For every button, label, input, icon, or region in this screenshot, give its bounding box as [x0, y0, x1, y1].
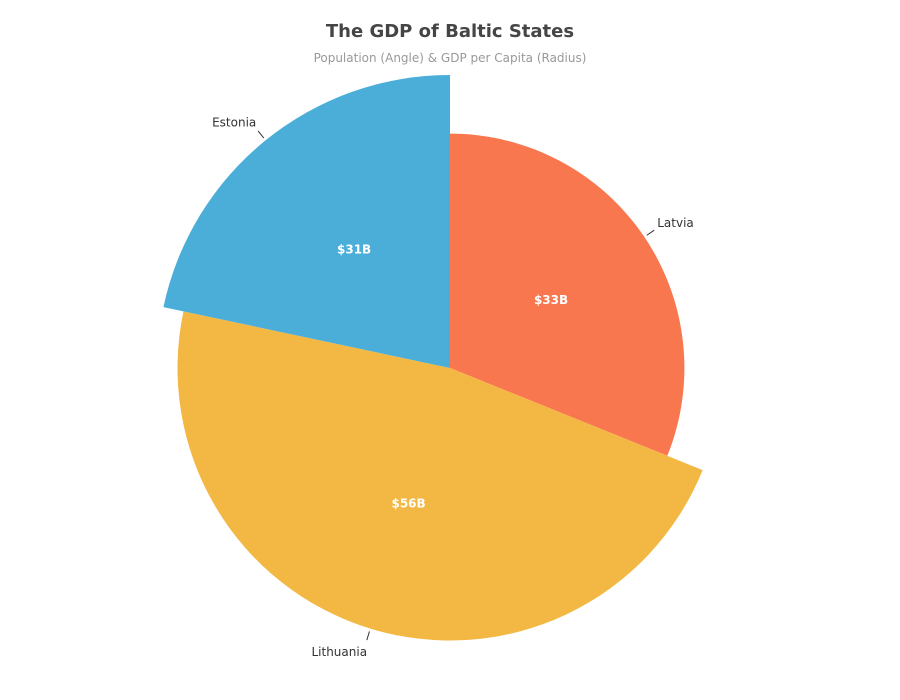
leader-line-lithuania	[366, 631, 370, 641]
value-label-latvia: $33B	[534, 293, 568, 307]
slice-lithuania[interactable]	[177, 311, 703, 641]
chart-title: The GDP of Baltic States	[325, 21, 575, 42]
slice-latvia[interactable]	[450, 133, 685, 456]
leader-line-estonia	[257, 130, 265, 139]
slice-estonia[interactable]	[163, 74, 450, 368]
slice-label-lithuania: Lithuania	[311, 645, 367, 659]
slice-label-latvia: Latvia	[657, 216, 694, 230]
chart-subtitle: Population (Angle) & GDP per Capita (Rad…	[313, 51, 587, 65]
value-label-estonia: $31B	[337, 243, 371, 257]
slice-label-estonia: Estonia	[212, 115, 256, 129]
value-label-lithuania: $56B	[391, 497, 425, 511]
leader-line-latvia	[646, 229, 655, 236]
